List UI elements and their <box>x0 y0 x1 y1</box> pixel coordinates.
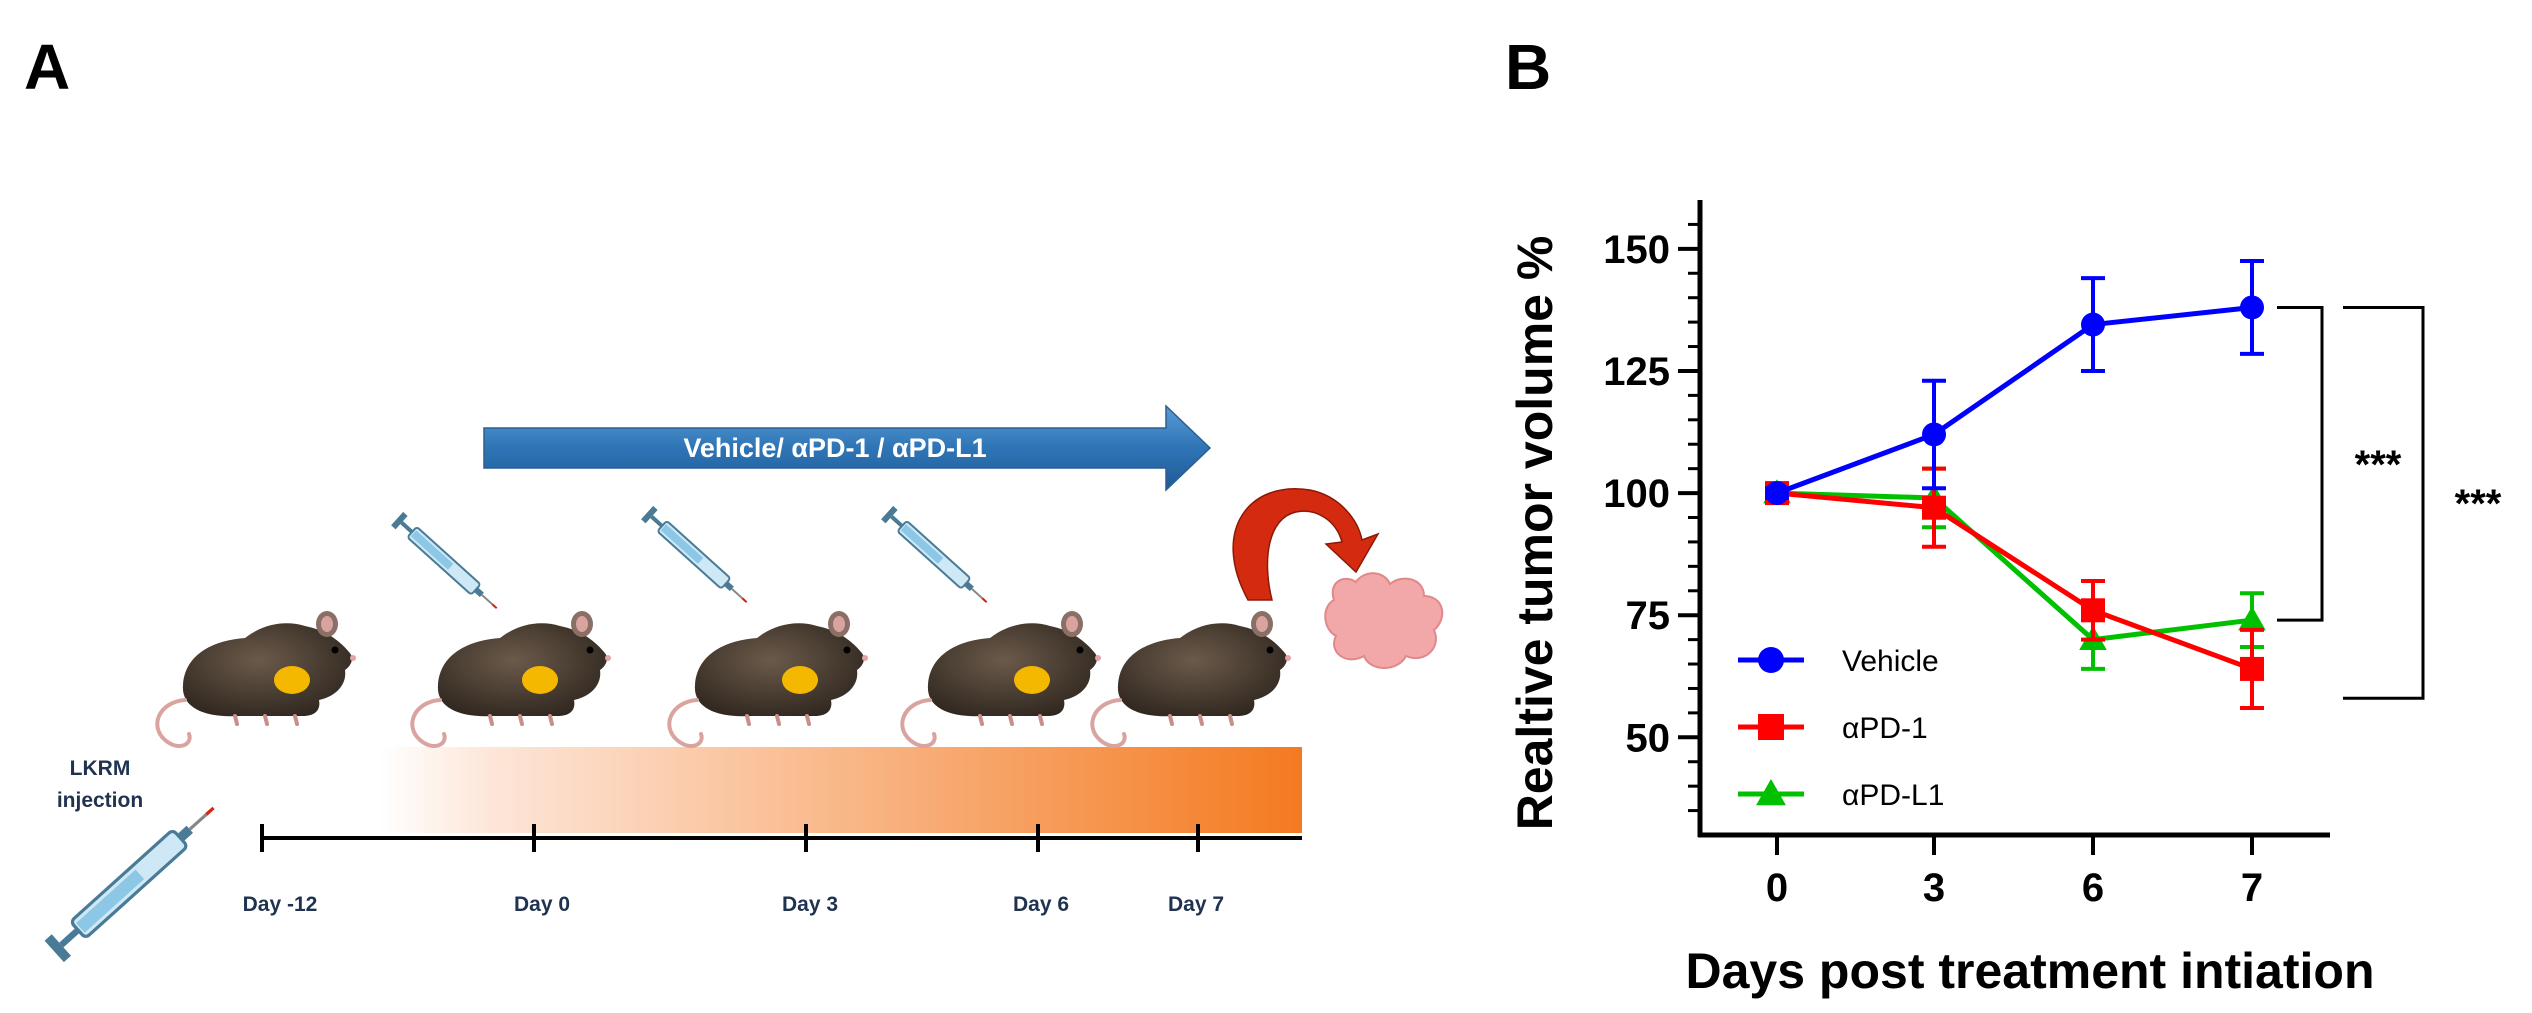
x-tick-label: 7 <box>2241 866 2263 910</box>
y-tick-label: 75 <box>1626 594 1671 638</box>
significance-label: *** <box>2455 482 2502 526</box>
treatment-gradient-bar <box>380 747 1302 833</box>
rat-icon <box>410 609 613 749</box>
tumor-tissue-icon <box>1324 572 1444 669</box>
syringe-icon <box>390 510 504 616</box>
day-label: Day 0 <box>514 893 570 916</box>
data-point <box>2238 606 2266 631</box>
series-line <box>1776 490 2253 672</box>
data-point <box>2240 656 2264 681</box>
rat-icon <box>1090 609 1293 749</box>
panel-a-letter: A <box>24 31 71 103</box>
tumor-volume-chart: 50 75 100 125 150 0 3 6 7 Days post treatment int… <box>1507 200 2502 999</box>
legend-label: αPD-1 <box>1842 712 1928 745</box>
syringe-icon <box>880 504 994 610</box>
treatment-arrow: Vehicle/ αPD-1 / αPD-L1 <box>483 404 1212 492</box>
x-tick-label: 3 <box>1923 866 1945 910</box>
rat-icon <box>900 609 1103 749</box>
tumor-icon <box>274 666 310 694</box>
significance-bracket <box>2343 305 2425 700</box>
x-tick-label: 0 <box>1766 866 1788 910</box>
legend-marker <box>1758 647 1784 673</box>
day-label: Day 6 <box>1013 893 1069 916</box>
treatment-arrow-shape <box>483 404 1212 492</box>
data-point <box>2081 312 2105 337</box>
collect-arrow-icon <box>1232 488 1380 601</box>
day-label: Day 3 <box>782 893 838 916</box>
schematic-panel: Vehicle/ αPD-1 / αPD-L1 Day -12 Day 0 Da… <box>42 404 1444 964</box>
significance-label: *** <box>2355 443 2402 487</box>
y-tick-label: 100 <box>1603 472 1670 516</box>
data-point <box>1922 422 1946 447</box>
legend-label: αPD-L1 <box>1842 779 1944 812</box>
legend-label: Vehicle <box>1842 645 1939 678</box>
tumor-icon <box>1014 666 1050 694</box>
data-point <box>1765 481 1789 506</box>
y-tick-label: 150 <box>1603 228 1670 272</box>
rat-icon <box>155 609 358 749</box>
series-line <box>1776 490 2253 643</box>
series-line <box>1776 304 2253 496</box>
y-axis-title: Realtive tumor volume % <box>1507 236 1563 831</box>
syringe-icon <box>42 795 225 964</box>
x-axis-title: Days post treatment intiation <box>1686 943 2375 999</box>
panel-b-letter: B <box>1505 31 1552 103</box>
legend-marker <box>1758 714 1784 740</box>
day-label: Day -12 <box>243 893 318 916</box>
tumor-icon <box>782 666 818 694</box>
significance-bracket <box>2277 305 2324 622</box>
syringe-icon <box>640 504 754 610</box>
day-label: Day 7 <box>1168 893 1224 916</box>
treatment-arrow-label: Vehicle/ αPD-1 / αPD-L1 <box>683 433 986 463</box>
injection-label: injection <box>57 789 143 812</box>
tumor-icon <box>522 666 558 694</box>
legend-marker <box>1756 779 1786 806</box>
y-tick-label: 125 <box>1603 350 1670 394</box>
injection-label: LKRM <box>70 757 131 780</box>
y-tick-label: 50 <box>1626 716 1671 760</box>
rat-icon <box>667 609 870 749</box>
data-point <box>2081 598 2105 623</box>
data-point <box>2240 295 2264 320</box>
x-tick-label: 6 <box>2082 866 2104 910</box>
data-point <box>1922 495 1946 520</box>
